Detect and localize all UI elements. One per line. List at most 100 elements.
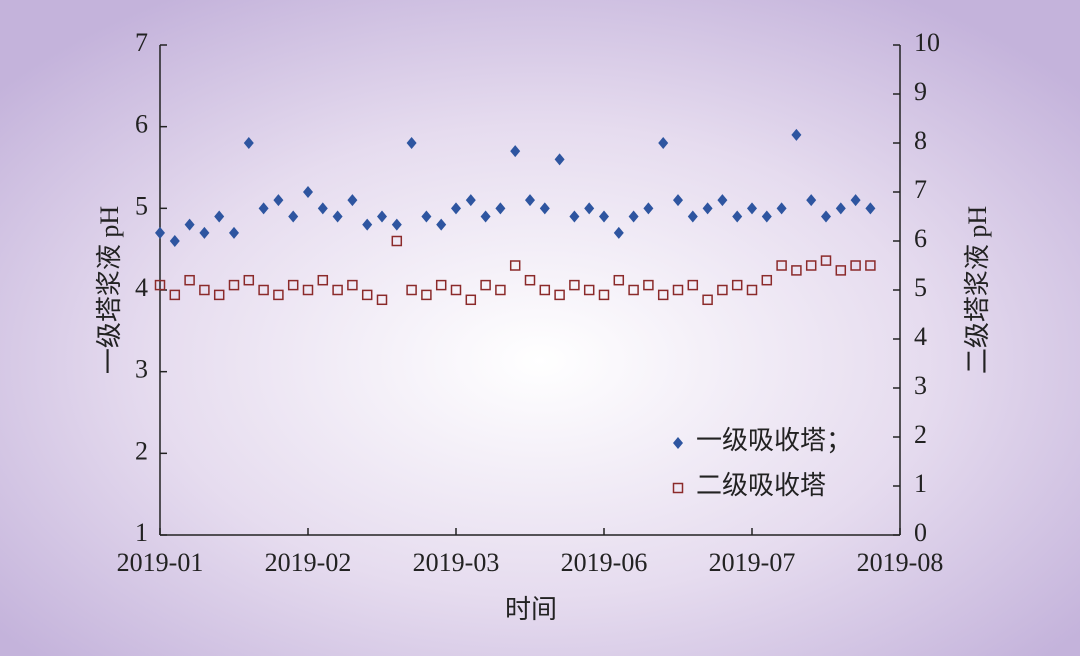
data-point (643, 279, 654, 291)
y-tick-label: 6 (135, 110, 148, 139)
data-point (687, 279, 699, 291)
data-point (450, 284, 462, 296)
data-point (154, 279, 166, 291)
data-point (658, 137, 669, 149)
data-point (628, 284, 639, 296)
data-point (213, 289, 225, 301)
data-point (303, 186, 313, 198)
data-point (702, 202, 713, 215)
data-point (791, 128, 802, 141)
data-point (850, 194, 861, 207)
data-point (421, 210, 432, 223)
data-point (746, 284, 758, 296)
y-tick-label: 4 (135, 273, 148, 302)
data-point (673, 194, 683, 207)
data-point (451, 202, 461, 215)
legend-label: 一级吸收塔； (696, 426, 852, 455)
data-point (569, 279, 580, 291)
data-point (820, 255, 832, 266)
data-point (199, 284, 210, 296)
x-tick-label: 2019-06 (561, 548, 648, 577)
legend-label: 二级吸收塔 (696, 471, 826, 500)
data-point (776, 202, 787, 215)
data-point (421, 289, 432, 301)
data-point (702, 294, 713, 306)
y2-tick-label: 10 (914, 28, 940, 57)
y-tick-label: 2 (135, 436, 148, 465)
y-tick-label: 5 (135, 191, 148, 220)
y2-tick-label: 8 (914, 126, 927, 155)
x-tick-label: 2019-02 (265, 548, 352, 577)
data-point (539, 284, 551, 296)
x-tick-label: 2019-07 (709, 548, 796, 577)
data-point (228, 279, 240, 291)
x-axis-label: 时间 (505, 595, 557, 624)
data-point (657, 289, 669, 301)
data-point (377, 210, 387, 223)
data-point (731, 279, 743, 291)
data-point (199, 226, 210, 239)
data-point (243, 274, 255, 286)
y2-tick-label: 9 (914, 77, 927, 106)
data-point (554, 289, 565, 301)
data-point (672, 284, 684, 296)
data-point (287, 279, 299, 291)
data-point (850, 260, 861, 271)
data-point (628, 210, 639, 223)
data-point (480, 279, 491, 291)
legend-marker (673, 437, 683, 449)
data-point (347, 194, 358, 207)
data-point (391, 218, 402, 231)
data-point (598, 289, 610, 301)
data-point (821, 210, 831, 223)
y-axis-label: 一级塔浆液 pH (95, 206, 124, 375)
data-point (539, 202, 550, 215)
data-point (509, 260, 521, 271)
data-point (583, 284, 595, 296)
data-point (495, 284, 506, 296)
data-point (214, 210, 225, 223)
data-point (169, 235, 180, 247)
data-point (243, 137, 254, 149)
legend-marker (672, 482, 684, 494)
x-tick-label: 2019-08 (857, 548, 944, 577)
data-point (554, 153, 565, 166)
data-point (480, 210, 491, 223)
y2-tick-label: 2 (914, 420, 927, 449)
data-point (732, 210, 743, 223)
data-point (717, 194, 728, 207)
data-point (643, 202, 654, 215)
data-point (347, 279, 358, 291)
data-point (317, 274, 329, 286)
data-point (525, 194, 535, 207)
y2-tick-label: 1 (914, 469, 927, 498)
data-point (835, 202, 846, 215)
data-point (776, 260, 787, 271)
data-point (569, 210, 580, 223)
x-tick-label: 2019-03 (413, 548, 500, 577)
data-point (184, 218, 195, 231)
y-tick-label: 3 (135, 355, 148, 384)
x-tick-label: 2019-01 (117, 548, 204, 577)
data-point (229, 226, 239, 239)
data-point (258, 202, 269, 215)
y2-tick-label: 6 (914, 224, 927, 253)
data-point (273, 194, 284, 207)
data-point (584, 202, 595, 215)
y2-tick-label: 4 (914, 322, 927, 351)
data-point (524, 274, 536, 286)
data-point (391, 235, 403, 247)
data-point (687, 210, 698, 223)
data-point (155, 226, 165, 239)
data-point (361, 289, 373, 301)
y2-axis-label: 二级塔浆液 pH (963, 206, 992, 375)
data-point (288, 210, 299, 223)
data-point (302, 284, 314, 296)
data-point (717, 284, 728, 296)
data-point (169, 289, 181, 301)
data-point (599, 210, 609, 223)
data-point (376, 294, 388, 306)
data-point (406, 284, 417, 296)
y-tick-label: 1 (135, 518, 148, 547)
